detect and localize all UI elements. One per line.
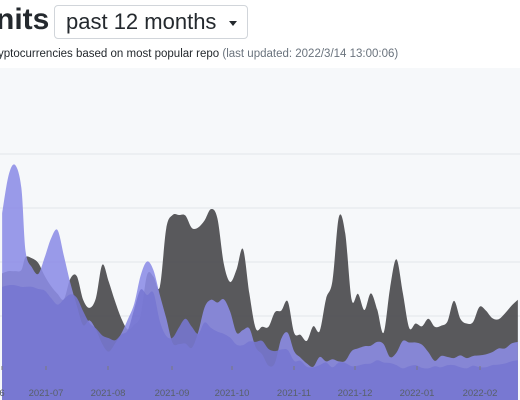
x-tick-label: 2021-10 (215, 388, 250, 399)
chart-subtitle: yptocurrencies based on most popular rep… (0, 48, 398, 60)
x-tick-label: 2022-02 (463, 388, 498, 399)
area-chart: 6 2021-07 2021-08 2021-09 2021-10 2021-11 2021… (0, 153, 520, 400)
caret-down-icon (229, 21, 237, 26)
header: nits past 12 months (0, 0, 520, 40)
series-area-3 (2, 285, 518, 400)
series-areas (2, 164, 518, 400)
x-axis: 6 2021-07 2021-08 2021-09 2021-10 2021-11 2021… (0, 366, 497, 399)
x-tick-label: 6 (0, 388, 5, 399)
x-tick-label: 2022-01 (400, 388, 435, 399)
x-tick-label: 2021-11 (277, 388, 311, 399)
time-range-dropdown[interactable]: past 12 months (54, 5, 248, 39)
x-tick-label: 2021-07 (29, 388, 64, 399)
subtitle-text: yptocurrencies based on most popular rep… (0, 48, 220, 60)
last-updated-text: (last updated: 2022/3/14 13:00:06) (222, 48, 399, 60)
x-tick-label: 2021-08 (91, 388, 126, 399)
x-tick-label: 2021-12 (338, 388, 373, 399)
page-title: nits (0, 3, 50, 36)
time-range-label: past 12 months (66, 9, 217, 34)
x-tick-label: 2021-09 (155, 388, 190, 399)
